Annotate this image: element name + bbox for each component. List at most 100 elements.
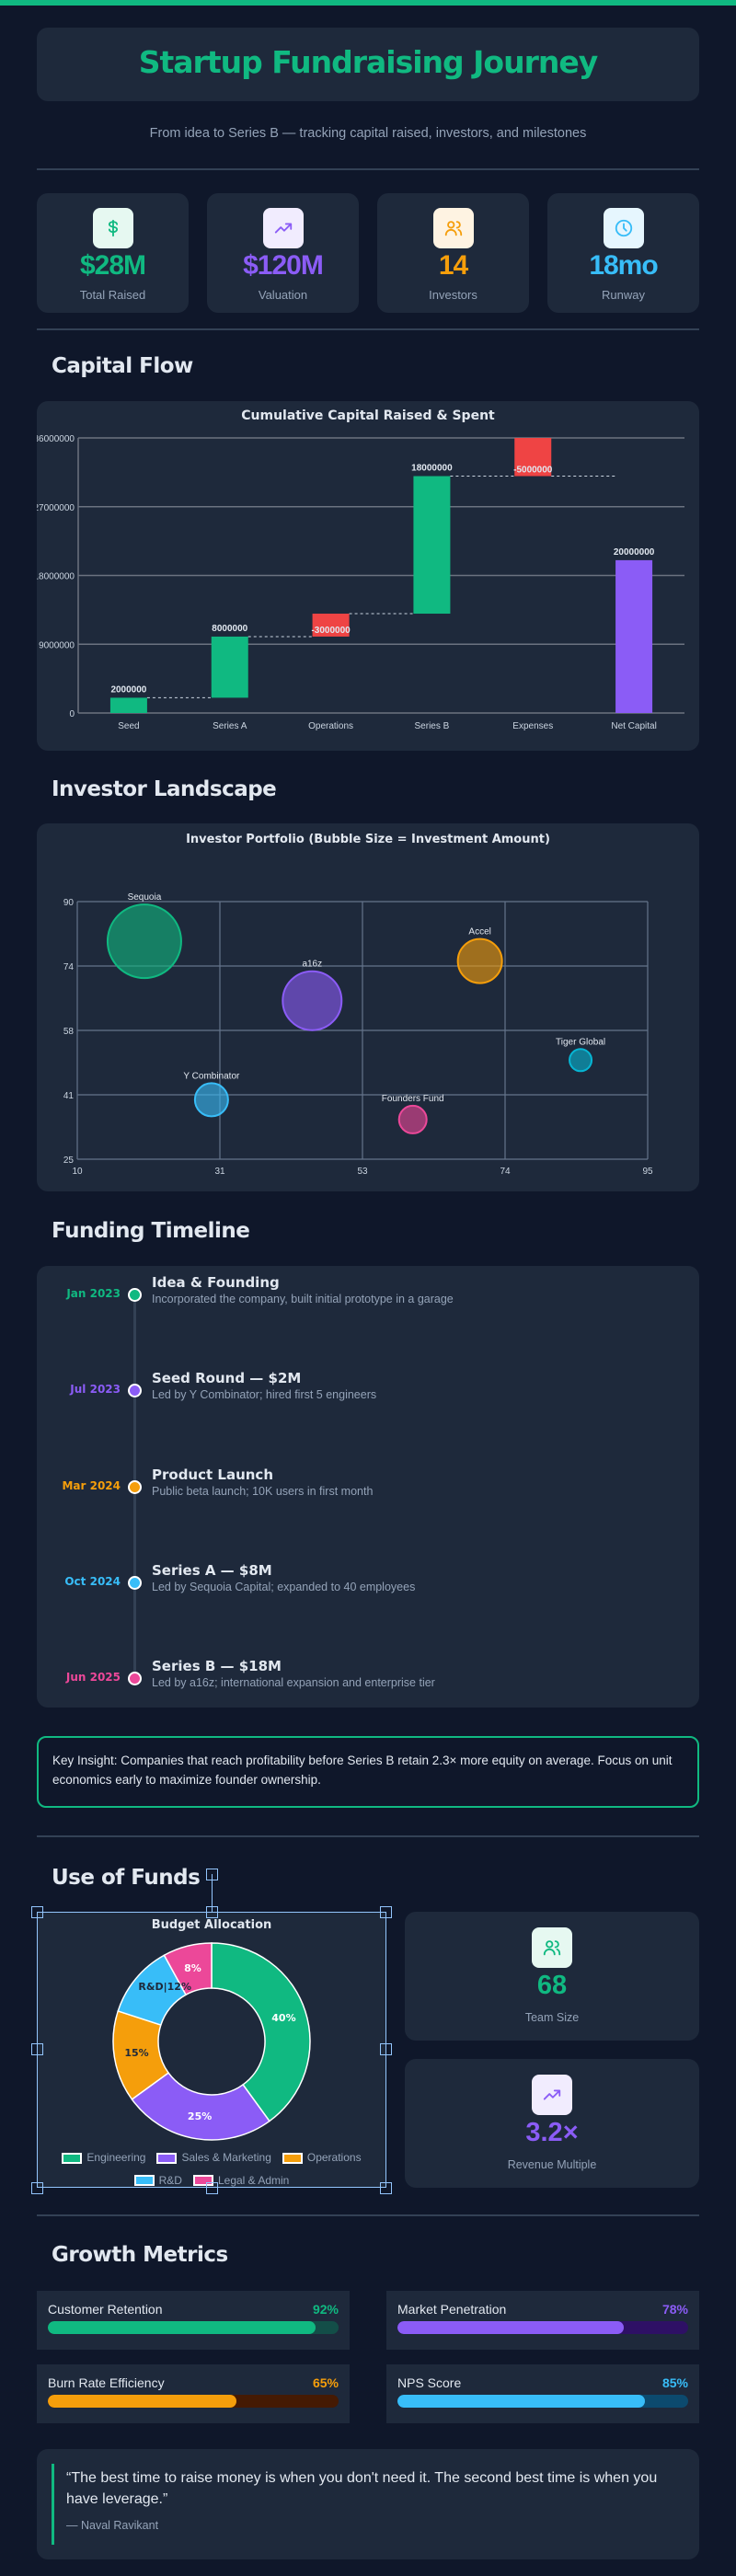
bar-net-capital <box>615 559 653 713</box>
metric-card-nps-score: NPS Score 85% <box>386 2364 699 2423</box>
y-tick-label: 27000000 <box>37 503 75 513</box>
bar-seed <box>109 697 147 713</box>
y-tick-label: 0 <box>69 709 75 719</box>
data-label: -5000000 <box>513 466 553 476</box>
timeline-dot <box>128 1288 142 1302</box>
timeline-dot <box>128 1479 142 1494</box>
y-tick-label: 9000000 <box>39 640 75 650</box>
resize-handle-n[interactable] <box>206 1906 218 1918</box>
resize-handle-e[interactable] <box>380 2043 392 2055</box>
rotate-handle[interactable] <box>206 1869 218 1880</box>
slice-sales-marketing <box>131 2072 270 2141</box>
stat-value: 18mo <box>589 250 658 281</box>
legend-label: Operations <box>306 2151 362 2164</box>
timeline-dot <box>128 1384 142 1398</box>
section-heading-capital-flow: Capital Flow <box>52 354 193 378</box>
legend-item[interactable]: Engineering <box>62 2147 145 2168</box>
side-stat-value: 68 <box>536 1971 568 2000</box>
stat-label: Runway <box>602 288 645 302</box>
users-icon <box>532 1927 572 1968</box>
metric-value: 78% <box>661 2302 688 2317</box>
section-heading-growth: Growth Metrics <box>52 2243 228 2267</box>
data-label: 8000000 <box>212 624 247 634</box>
resize-handle-ne[interactable] <box>380 1906 392 1918</box>
dollar-icon <box>92 208 133 248</box>
slice-legal-admin <box>163 1942 213 1996</box>
header-card: Startup Fundraising Journey <box>37 28 699 101</box>
timeline-desc: Incorporated the company, built initial … <box>152 1293 454 1305</box>
timeline-title: Product Launch <box>152 1466 274 1483</box>
metric-label: Market Penetration <box>397 2302 507 2317</box>
bubble-accel <box>456 937 503 984</box>
slice-label: 15% <box>124 2047 149 2060</box>
bubble-label: Accel <box>468 927 490 937</box>
x-tick-label: 10 <box>72 1167 83 1177</box>
timeline-date: Oct 2024 <box>64 1574 121 1588</box>
timeline-desc: Led by Sequoia Capital; expanded to 40 e… <box>152 1580 416 1593</box>
timeline-date: Jul 2023 <box>70 1383 121 1397</box>
insight-text: Key Insight: Companies that reach profit… <box>52 1754 673 1787</box>
chart-title: Budget Allocation <box>151 1918 272 1932</box>
resize-handle-sw[interactable] <box>31 2182 43 2194</box>
legend-label: Sales & Marketing <box>181 2151 271 2164</box>
x-tick-label: Expenses <box>512 721 553 731</box>
chart-legend: Engineering Sales & Marketing Operations R&… <box>37 2147 386 2192</box>
legend-swatch <box>133 2175 155 2186</box>
timeline-date: Mar 2024 <box>62 1478 121 1492</box>
divider <box>37 1835 699 1837</box>
legend-swatch <box>156 2152 178 2164</box>
bubble-sequoia <box>106 903 182 980</box>
page-title: Startup Fundraising Journey <box>138 44 599 80</box>
legend-item[interactable]: R&D <box>133 2170 182 2191</box>
progress-fill <box>397 2395 645 2408</box>
bubble-y-combinator <box>193 1082 229 1118</box>
legend-item[interactable]: Sales & Marketing <box>156 2147 271 2168</box>
quote-accent-bar <box>52 2464 54 2545</box>
y-tick-label: 90 <box>63 898 75 908</box>
waterfall-chart: 0 9000000 18000000 27000000 36000000 2000000 S… <box>37 434 684 731</box>
metric-value: 92% <box>312 2302 339 2317</box>
timeline-title: Series B — $18M <box>152 1658 282 1675</box>
selection-outline[interactable] <box>37 1912 386 2188</box>
legend-item[interactable]: Operations <box>282 2147 362 2168</box>
data-label: 18000000 <box>411 464 453 474</box>
resize-handle-se[interactable] <box>380 2182 392 2194</box>
legend-label: Engineering <box>86 2151 146 2164</box>
side-stat-card-revenue-multiple: 3.2× Revenue Multiple <box>405 2059 699 2188</box>
stat-value: 14 <box>438 250 468 281</box>
resize-handle-w[interactable] <box>31 2043 43 2055</box>
y-tick-label: 18000000 <box>37 572 75 582</box>
y-tick-label: 25 <box>63 1156 75 1166</box>
divider <box>37 2214 699 2216</box>
progress-fill <box>48 2395 237 2408</box>
bubble-a16z <box>282 970 343 1031</box>
progress-bar <box>48 2395 339 2408</box>
metric-label: Burn Rate Efficiency <box>48 2375 165 2390</box>
data-label: -3000000 <box>311 626 351 636</box>
side-stat-label: Team Size <box>524 2011 580 2024</box>
trending-up-icon <box>262 208 304 248</box>
progress-bar <box>397 2395 688 2408</box>
stat-value: $120M <box>243 250 324 281</box>
legend-swatch <box>62 2152 83 2164</box>
resize-handle-s[interactable] <box>206 2182 218 2194</box>
y-tick-label: 74 <box>63 962 75 972</box>
trending-up-icon <box>532 2075 572 2115</box>
stat-value: $28M <box>79 250 146 281</box>
quote-card: “The best time to raise money is when yo… <box>37 2449 699 2559</box>
metric-value: 85% <box>661 2375 688 2390</box>
slice-label: 8% <box>184 1961 201 1974</box>
resize-handle-nw[interactable] <box>31 1906 43 1918</box>
timeline-dot <box>128 1575 142 1590</box>
bar-series-a <box>211 636 248 698</box>
bubble-label: Tiger Global <box>556 1037 605 1047</box>
y-tick-label: 41 <box>63 1091 75 1101</box>
users-icon <box>432 208 474 248</box>
quote-text: “The best time to raise money is when yo… <box>66 2470 658 2507</box>
stat-label: Total Raised <box>79 288 146 302</box>
clock-icon <box>603 208 644 248</box>
x-tick-label: 74 <box>500 1167 511 1177</box>
legend-item[interactable]: Legal & Admin <box>192 2170 289 2191</box>
insight-box: Key Insight: Companies that reach profit… <box>37 1736 699 1808</box>
metric-card-customer-retention: Customer Retention 92% <box>37 2291 350 2350</box>
